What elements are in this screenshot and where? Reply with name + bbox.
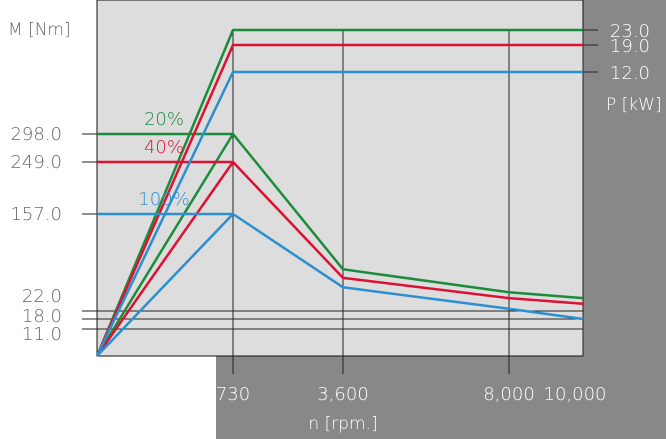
left-tick-label-18.0: 18.0 [22,306,62,327]
power-line-20% [95,28,583,357]
left-tick-label-157.0: 157.0 [10,204,62,225]
plot-area [96,0,584,357]
power-line-40% [95,43,583,357]
torque-line-100% [96,212,584,357]
left-axis-label: M [Nm] [8,20,71,40]
series-label-20%: 20% [144,109,184,130]
torque-line-40% [95,160,584,357]
x-tick-label-3,600: 3,600 [317,384,369,405]
left-tick-label-22.0: 22.0 [22,286,62,307]
left-tick-label-11.0: 11.0 [22,324,62,345]
torque-line-20% [95,132,584,357]
right-tick-label-12.0: 12.0 [610,63,650,84]
left-tick-label-298.0: 298.0 [10,124,62,145]
x-tick-label-730: 730 [216,384,250,405]
x-tick-label-8,000: 8,000 [483,384,535,405]
right-tick-label-19.0: 19.0 [610,36,650,57]
power-line-100% [95,70,583,357]
right-tick-label-23.0: 23.0 [610,21,650,42]
right-axis-label: P [kW] [606,95,662,115]
left-tick-label-249.0: 249.0 [10,152,62,173]
x-axis-label: n [rpm.] [308,414,377,434]
series-label-100%: 100% [138,189,189,210]
x-tick-label-10,000: 10,000 [544,384,607,405]
series-label-40%: 40% [144,137,184,158]
